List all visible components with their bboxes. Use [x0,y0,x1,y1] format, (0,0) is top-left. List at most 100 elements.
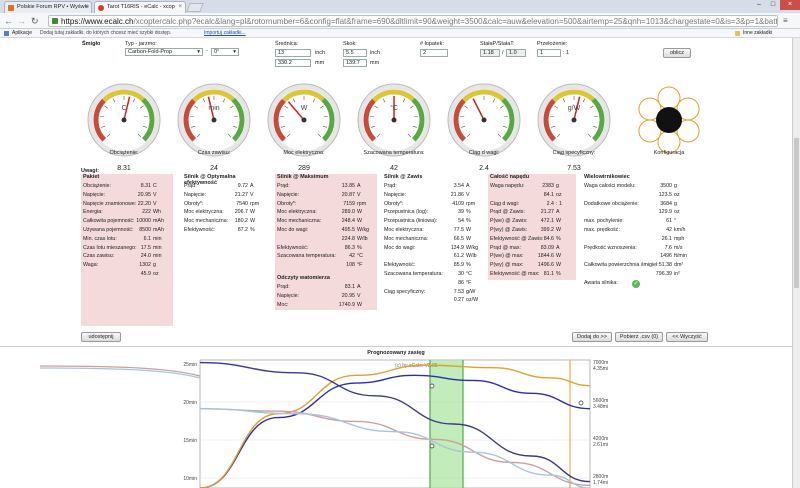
unit-label: mm [315,60,325,66]
new-tab-button[interactable] [186,3,204,12]
calculate-button[interactable]: oblicz [663,48,691,58]
menu-icon[interactable]: ≡ [783,16,788,25]
row-unit: : 1 [556,200,562,207]
table-title: Pakiet [83,174,100,180]
url-input[interactable]: https://www.ecalc.ch/xcoptercalc.php?eca… [48,15,778,27]
forward-arrow-icon[interactable]: → [17,16,26,26]
prop-type-select[interactable]: Carbon-Fold-Prop ▾ [125,48,203,56]
row-unit: °C [357,253,363,260]
share-button[interactable]: udostępnij [81,332,121,342]
row-value: 86 [458,279,464,286]
y2-tick-label: 2.61mi [593,442,608,448]
table-row: Dodatkowe obciążenie: 3684 g [582,201,694,210]
table-row: Waga całości modelu: 3500 g [582,183,694,192]
ok-check-icon: ✓ [632,279,640,288]
back-arrow-icon[interactable]: ← [4,16,13,26]
scrollbar-thumb[interactable] [794,138,799,288]
table-row: Moc mechaniczna: 248.4 W [275,218,377,227]
diameter-label: Średnica: [275,41,299,47]
row-value: 77.5 [453,226,464,233]
add-to-button[interactable]: Dodaj do >> [572,332,612,342]
marker-point [429,443,435,449]
row-value: 6.1 [143,235,151,242]
row-key: Obciążenie: [83,183,111,189]
row-unit: rpm [357,200,367,207]
reload-icon[interactable]: ↻ [31,16,39,26]
close-tab-icon[interactable]: × [84,4,88,10]
other-bookmarks[interactable]: Inne zakładki [743,30,773,36]
gear-ratio-input[interactable]: 1 [537,49,561,57]
y-tick-label: 15min [183,438,197,444]
series-line [199,407,591,488]
gauge-label: Moc elektryczna: [283,150,325,156]
minimize-icon[interactable]: – [757,1,761,8]
blades-input[interactable]: 2 [420,49,448,57]
row-value: 20.95 [137,191,151,198]
url-path: /xcoptercalc.php?ecalc&lang=pl&rotornumb… [133,17,778,26]
row-value: 289.0 [341,209,355,216]
table-row: Napięcie znamionowe: 22.20 V [81,201,173,210]
row-unit: rpm [250,200,260,207]
row-value: 1844.6 [537,253,554,260]
results-table: Silnik @ Zawis Prąd: 3.54 A Napięcie: 21.86 V O… [382,174,486,306]
table-row: 129.9 oz [582,209,694,218]
import-bookmarks-link[interactable]: Importuj zakładki... [204,30,246,36]
table-row: 796.39 in² [582,271,694,280]
pitch-mm-input[interactable]: 139.7 [343,59,367,67]
row-unit: W [556,262,561,269]
row-key: Ciąg d wagi: [490,200,520,207]
pitch-inch-input[interactable]: 5.5 [343,49,367,57]
table-row: Obroty*: 4109 rpm [382,201,486,210]
row-unit: g [153,262,156,269]
row-value: 81.1 [543,270,554,277]
row-key: Efektywność @ max: [490,270,540,277]
tab-label: Tarot T16RIS - eCalc - xcop [107,4,175,10]
close-tab-icon[interactable]: × [178,4,182,10]
row-unit: g [674,200,677,207]
svg-text:C: C [121,105,126,112]
maximize-icon[interactable]: □ [770,1,776,8]
close-window-icon[interactable]: × [780,0,800,10]
folder-icon [735,31,740,36]
row-unit: V [357,191,361,198]
row-unit: W [466,226,471,233]
tab-forum[interactable]: Polskie Forum RPV • Wyświe × [4,1,92,13]
row-value: 30 [458,270,464,277]
row-key: Obroty*: [184,200,204,207]
row-unit: mAh [153,218,164,225]
separator: / [502,50,504,56]
row-key: Szacowana temperatura: [277,253,336,260]
row-key: Przepustnica (liniowa): [384,218,438,225]
prop-angle-value: 0° [214,49,220,55]
gauge-value: 2.4 [479,165,489,172]
row-unit: °C [466,270,472,277]
series-line-extension [39,365,201,377]
vertical-scrollbar[interactable] [792,38,800,488]
row-key: P(we) @ Zawis: [490,218,528,225]
row-unit: A [250,183,254,189]
diameter-inch-input[interactable]: 13 [275,49,311,57]
gauge: W 289 [265,80,343,180]
bookmark-apps[interactable]: Aplikacje [12,30,33,36]
gauge: g/W 7.53 [535,80,613,180]
diameter-mm-input[interactable]: 330.2 [275,59,311,67]
gauge-dial: g/W [537,83,611,157]
row-unit: in² [674,270,680,277]
row-value: 51.38 [658,262,672,269]
table-row: Szacowana temperatura: 30 °C [382,271,486,280]
prop-angle-select[interactable]: 0° ▾ [211,48,239,56]
row-value: 22.20 [137,200,151,207]
row-key: Prąd @ Zawis: [490,209,525,216]
row-value: 85.9 [453,262,464,269]
chart-title: Prognozowany zasięg [367,350,425,356]
table-title: Całość napędu [490,174,530,180]
tab-ecalc[interactable]: Tarot T16RIS - eCalc - xcop × [94,1,186,13]
export-csv-button[interactable]: Pobierz .csv (0) [615,332,663,342]
plot-area [199,359,591,488]
table-row: Prąd: 83.1 A [275,284,377,293]
row-key: Moc elektryczna: [184,209,224,216]
row-unit: W [556,226,561,233]
table-row: Moc elektryczna: 289.0 W [275,209,377,218]
clear-button[interactable]: << Wyczyść [666,332,708,342]
table-row: Napięcie: 20.87 V [275,192,377,201]
